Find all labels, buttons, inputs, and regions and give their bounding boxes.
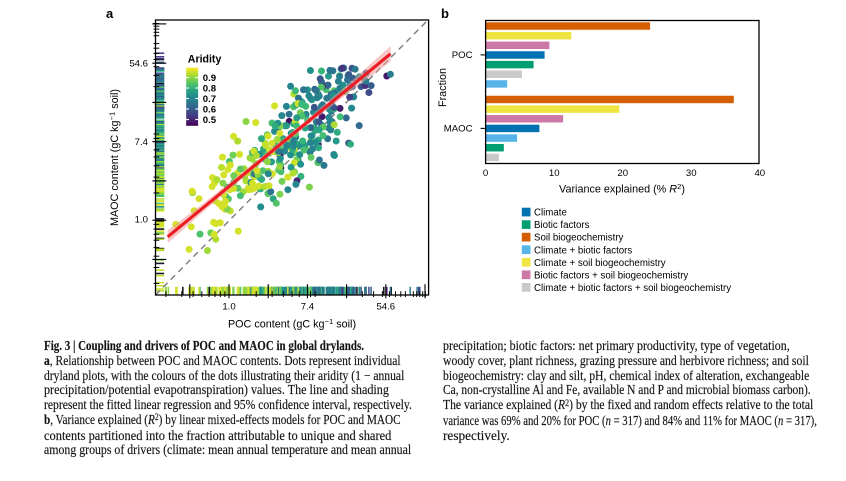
svg-text:0.8: 0.8 xyxy=(203,83,217,94)
svg-text:10: 10 xyxy=(549,168,560,179)
svg-text:MAOC: MAOC xyxy=(444,124,473,135)
svg-text:1.0: 1.0 xyxy=(222,302,235,313)
svg-text:Aridity: Aridity xyxy=(188,54,222,66)
svg-text:Biotic factors: Biotic factors xyxy=(534,220,590,231)
svg-text:7.4: 7.4 xyxy=(301,302,315,313)
svg-text:a: a xyxy=(106,6,114,21)
svg-text:Climate + soil biogeochemistry: Climate + soil biogeochemistry xyxy=(534,258,666,269)
svg-text:30: 30 xyxy=(686,168,697,179)
svg-text:POC content (gC kg−1 soil): POC content (gC kg−1 soil) xyxy=(228,317,356,331)
svg-text:40: 40 xyxy=(754,168,765,179)
svg-text:POC: POC xyxy=(452,50,473,61)
svg-text:Climate + biotic factors + soi: Climate + biotic factors + soil biogeoch… xyxy=(534,283,731,294)
svg-text:54.6: 54.6 xyxy=(376,302,395,313)
svg-text:Biotic factors + soil biogeoch: Biotic factors + soil biogeochemistry xyxy=(534,270,688,281)
svg-text:0.7: 0.7 xyxy=(203,94,216,105)
svg-text:Climate: Climate xyxy=(534,208,567,219)
svg-text:1.0: 1.0 xyxy=(135,214,148,225)
svg-text:b: b xyxy=(441,6,449,21)
svg-text:Soil biogeochemistry: Soil biogeochemistry xyxy=(534,233,624,244)
svg-text:Variance explained (% R2): Variance explained (% R2) xyxy=(559,182,685,196)
svg-text:0.6: 0.6 xyxy=(203,104,216,115)
svg-text:54.6: 54.6 xyxy=(129,58,148,69)
svg-text:0.9: 0.9 xyxy=(203,73,216,84)
svg-text:Fraction: Fraction xyxy=(437,68,449,107)
svg-text:MAOC content (gC kg−1 soil): MAOC content (gC kg−1 soil) xyxy=(108,89,122,226)
svg-text:7.4: 7.4 xyxy=(135,137,149,148)
svg-text:Climate + biotic factors: Climate + biotic factors xyxy=(534,245,632,256)
svg-text:0: 0 xyxy=(483,168,488,179)
svg-text:0.5: 0.5 xyxy=(203,115,217,126)
svg-text:20: 20 xyxy=(617,168,628,179)
